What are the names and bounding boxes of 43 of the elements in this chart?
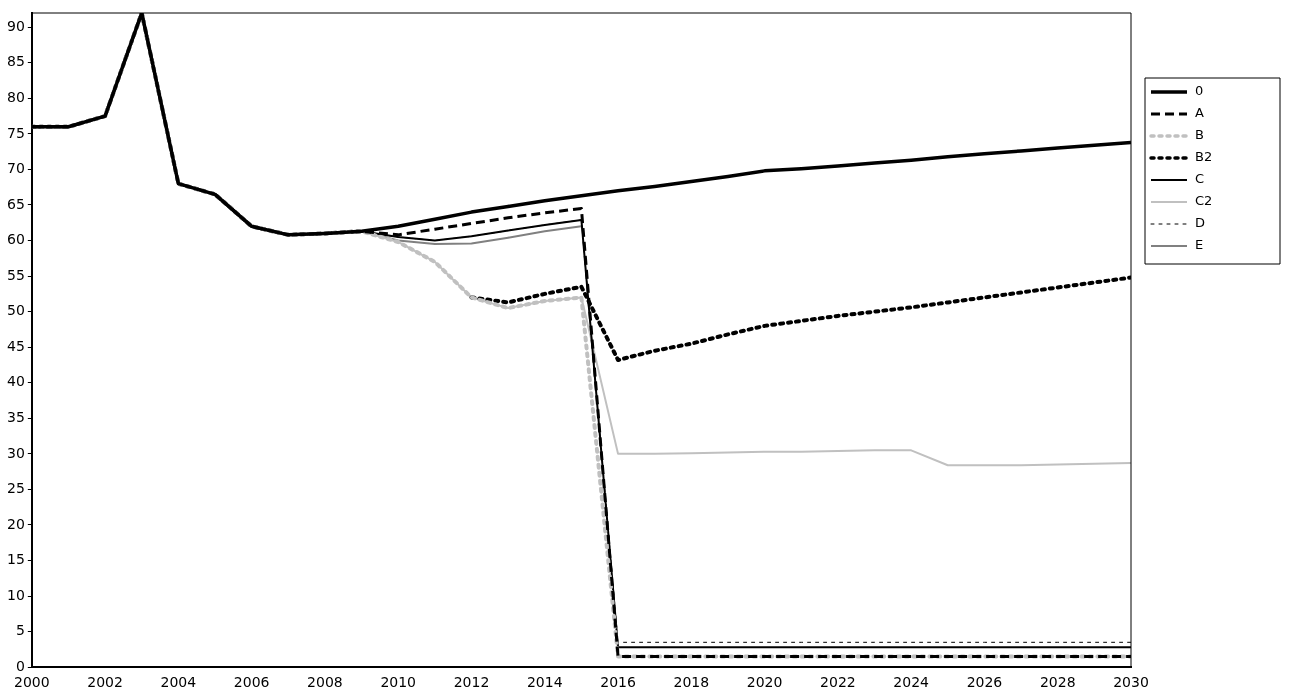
x-tick-label: 2028 [1039, 674, 1076, 691]
y-tick-label: 15 [6, 551, 25, 568]
y-tick-label: 80 [6, 88, 25, 105]
legend-label: B [1195, 127, 1204, 143]
x-tick-label: 2016 [600, 674, 636, 691]
legend-label: C [1195, 171, 1205, 187]
legend-label: B2 [1195, 149, 1213, 165]
x-tick-label: 2000 [13, 674, 50, 691]
y-tick-label: 70 [6, 160, 25, 177]
x-tick-label: 2002 [87, 674, 123, 691]
y-tick-label: 75 [6, 124, 25, 141]
y-tick-label: 10 [6, 586, 25, 603]
legend-label: E [1195, 237, 1204, 253]
x-tick-label: 2010 [380, 674, 417, 691]
y-tick-label: 20 [6, 515, 25, 532]
x-tick-label: 2026 [966, 674, 1003, 691]
x-tick-label: 2018 [673, 674, 710, 691]
x-tick-label: 2008 [307, 674, 343, 691]
y-tick-label: 0 [15, 657, 25, 674]
x-tick-label: 2012 [453, 674, 490, 691]
y-tick-label: 35 [6, 408, 25, 425]
legend-label: A [1195, 105, 1204, 121]
y-tick-label: 25 [6, 480, 25, 497]
y-tick-label: 5 [15, 622, 25, 639]
y-tick-label: 85 [6, 53, 25, 70]
x-tick-label: 2004 [160, 674, 197, 691]
legend-label: D [1195, 215, 1206, 231]
y-tick-label: 60 [6, 231, 25, 248]
x-tick-label: 2024 [893, 674, 930, 691]
x-tick-label: 2022 [820, 674, 856, 691]
y-tick-label: 50 [6, 302, 25, 319]
x-tick-label: 2020 [746, 674, 783, 691]
y-tick-label: 65 [6, 195, 25, 212]
y-tick-label: 30 [6, 444, 25, 461]
y-tick-label: 55 [6, 266, 25, 283]
x-tick-label: 2006 [233, 674, 270, 691]
legend-label: C2 [1195, 193, 1213, 209]
legend-label: 0 [1195, 83, 1204, 99]
y-tick-label: 45 [6, 337, 25, 354]
x-tick-label: 2014 [526, 674, 563, 691]
y-tick-label: 40 [6, 373, 25, 390]
x-tick-label: 2030 [1113, 674, 1149, 691]
y-tick-label: 90 [6, 17, 25, 34]
